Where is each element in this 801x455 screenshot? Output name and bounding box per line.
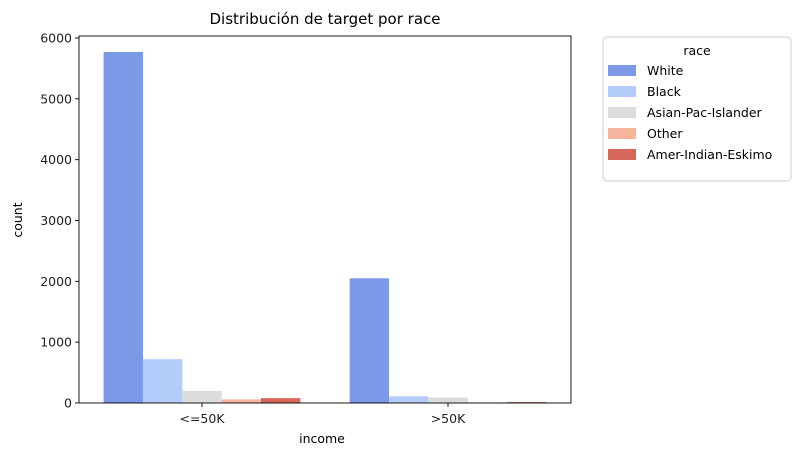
bars-group <box>103 51 547 404</box>
legend: race White Black Asian-Pac-Islander Other Am… <box>602 36 792 182</box>
legend-label: Other <box>647 126 683 141</box>
y-tick-label: 3000 <box>40 213 72 228</box>
legend-swatch <box>608 107 636 118</box>
bar-amer-indian-eskimo-0 <box>261 398 301 403</box>
legend-frame <box>602 36 792 182</box>
legend-label: Amer-Indian-Eskimo <box>647 147 772 162</box>
legend-label: White <box>647 63 684 78</box>
y-tick-label: 6000 <box>40 31 72 46</box>
axes-group: 0 1000 2000 3000 4000 5000 6000 <=50K >50K <box>40 31 572 426</box>
bar-asian-pac-islander-1 <box>428 397 468 403</box>
legend-title: race <box>683 43 711 58</box>
y-axis-label: count <box>10 202 25 237</box>
legend-label: Black <box>647 84 682 99</box>
y-tick-label: 1000 <box>40 335 72 350</box>
chart-title: Distribución de target por race <box>209 10 440 28</box>
y-tick-label: 0 <box>64 396 72 411</box>
bar-asian-pac-islander-0 <box>182 390 222 403</box>
x-axis-label: income <box>299 431 345 446</box>
legend-swatch <box>608 149 636 160</box>
legend-swatch <box>608 86 636 97</box>
bar-black-1 <box>388 396 429 403</box>
y-tick-label: 4000 <box>40 152 72 167</box>
legend-label: Asian-Pac-Islander <box>647 105 763 120</box>
bar-amer-indian-eskimo-1 <box>507 402 547 403</box>
bar-white-1 <box>349 278 389 403</box>
x-tick-label: <=50K <box>179 411 225 426</box>
bar-white-0 <box>103 51 143 404</box>
bar-other-0 <box>221 399 262 403</box>
plot-frame <box>78 35 572 404</box>
bar-black-0 <box>142 359 183 403</box>
legend-swatch <box>608 65 636 76</box>
legend-items: White Black Asian-Pac-Islander Other Amer-In… <box>608 63 772 162</box>
x-tick-label: >50K <box>431 411 466 426</box>
y-tick-label: 2000 <box>40 274 72 289</box>
y-tick-label: 5000 <box>40 91 72 106</box>
legend-swatch <box>608 128 636 139</box>
